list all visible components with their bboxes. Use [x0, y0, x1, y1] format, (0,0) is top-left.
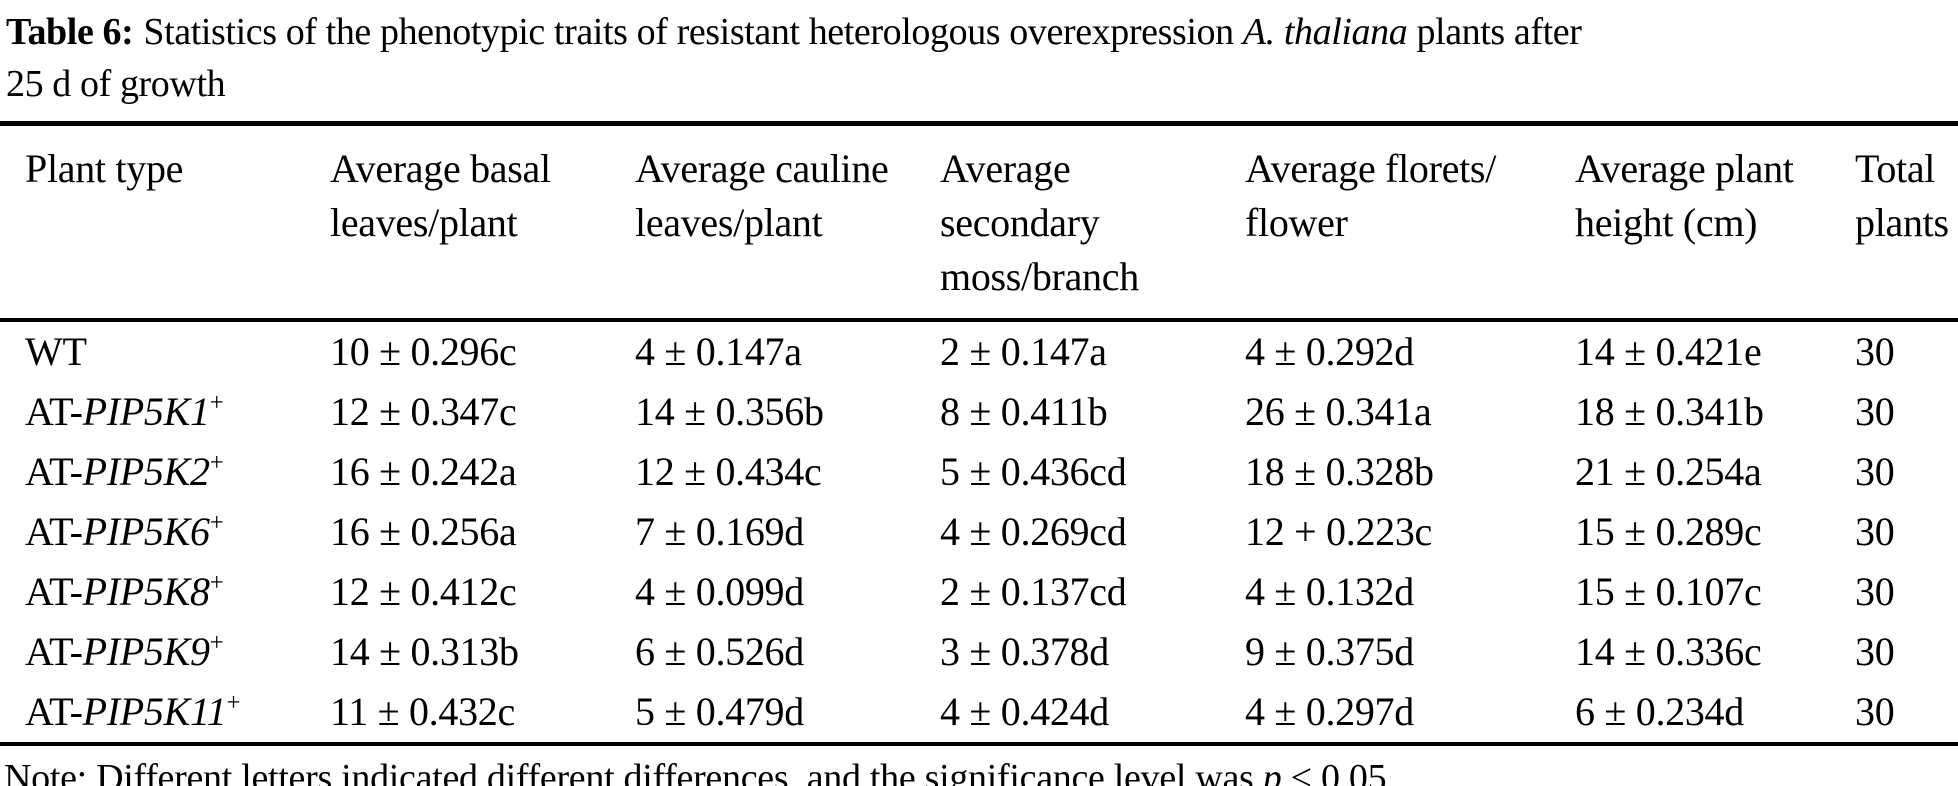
- column-header-florets: Average florets/ flower: [1220, 120, 1550, 322]
- cell-plant-height: 15 ± 0.289c: [1575, 509, 1762, 555]
- column-header-cauline-leaves: Average cauline leaves/plant: [610, 120, 915, 322]
- plant-gene: PIP5K11: [82, 689, 227, 735]
- plant-superscript: +: [209, 570, 224, 598]
- plant-gene: PIP5K6: [82, 509, 210, 555]
- cell-cauline-leaves: 6 ± 0.526d: [635, 629, 804, 675]
- table-row: AT-PIP5K8+ 12 ± 0.412c 4 ± 0.099d 2 ± 0.…: [0, 562, 1958, 622]
- cell-basal-leaves: 12 ± 0.412c: [330, 569, 517, 615]
- plant-superscript: +: [226, 690, 241, 718]
- table-row: AT-PIP5K9+ 14 ± 0.313b 6 ± 0.526d 3 ± 0.…: [0, 622, 1958, 682]
- cell-total-plants: 30: [1855, 569, 1895, 615]
- cell-plant-type: AT-PIP5K2+: [0, 442, 305, 502]
- cell-secondary-moss: 4 ± 0.424d: [915, 681, 1220, 746]
- cell-cauline-leaves: 7 ± 0.169d: [635, 509, 804, 555]
- cell-plant-height: 14 ± 0.336c: [1575, 629, 1762, 675]
- caption-text-1: Statistics of the phenotypic traits of r…: [143, 11, 1243, 53]
- cell-florets: 4 ± 0.297d: [1220, 681, 1550, 746]
- cell-plant-type: WT: [0, 320, 305, 382]
- cell-florets: 18 ± 0.328b: [1245, 449, 1434, 495]
- table-footnote: Note: Different letters indicated differ…: [0, 746, 1958, 786]
- cell-plant-height: 21 ± 0.254a: [1575, 449, 1762, 495]
- table-caption: Table 6: Statistics of the phenotypic tra…: [0, 0, 1958, 111]
- plant-superscript: +: [209, 510, 224, 538]
- column-header-plant-type: Plant type: [0, 120, 305, 322]
- cell-total-plants: 30: [1855, 389, 1895, 435]
- plant-prefix: WT: [25, 329, 87, 375]
- plant-prefix: AT-: [25, 449, 83, 495]
- cell-secondary-moss: 4 ± 0.269cd: [940, 509, 1127, 555]
- cell-plant-type: AT-PIP5K1+: [0, 382, 305, 442]
- cell-basal-leaves: 11 ± 0.432c: [305, 681, 610, 746]
- caption-species: A. thaliana: [1242, 11, 1408, 53]
- cell-cauline-leaves: 12 ± 0.434c: [635, 449, 822, 495]
- cell-total-plants: 30: [1855, 329, 1895, 375]
- plant-prefix: AT-: [25, 569, 83, 615]
- header-row: Plant type Average basal leaves/plant Av…: [0, 120, 1958, 322]
- cell-total-plants: 30: [1855, 629, 1895, 675]
- plant-superscript: +: [209, 450, 224, 478]
- cell-plant-height: 6 ± 0.234d: [1550, 681, 1830, 746]
- column-header-secondary-moss: Average secondary moss/branch: [915, 120, 1220, 322]
- cell-cauline-leaves: 4 ± 0.147a: [635, 329, 802, 375]
- caption-text-2: plants after 25 d of growth: [6, 11, 1582, 106]
- cell-plant-type: AT-PIP5K9+: [0, 622, 305, 682]
- plant-prefix: AT-: [25, 689, 83, 735]
- cell-plant-type: AT-PIP5K11+: [0, 681, 305, 746]
- table-row: WT 10 ± 0.296c 4 ± 0.147a 2 ± 0.147a 4 ±…: [0, 320, 1958, 382]
- cell-florets: 4 ± 0.292d: [1245, 329, 1414, 375]
- cell-basal-leaves: 12 ± 0.347c: [330, 389, 517, 435]
- footnote-text-1: Note: Different letters indicated differ…: [4, 756, 1263, 786]
- plant-superscript: +: [209, 390, 224, 418]
- cell-total-plants: 30: [1855, 449, 1895, 495]
- footnote-text-2: < 0.05.: [1281, 756, 1396, 786]
- cell-total-plants: 30: [1830, 681, 1958, 746]
- cell-basal-leaves: 16 ± 0.242a: [330, 449, 517, 495]
- cell-plant-type: AT-PIP5K6+: [0, 502, 305, 562]
- cell-cauline-leaves: 4 ± 0.099d: [635, 569, 804, 615]
- column-header-basal-leaves: Average basal leaves/plant: [305, 120, 610, 322]
- cell-plant-height: 15 ± 0.107c: [1575, 569, 1762, 615]
- cell-florets: 26 ± 0.341a: [1245, 389, 1432, 435]
- cell-basal-leaves: 16 ± 0.256a: [330, 509, 517, 555]
- plant-gene: PIP5K1: [82, 389, 210, 435]
- plant-prefix: AT-: [25, 509, 83, 555]
- phenotypic-traits-table: Plant type Average basal leaves/plant Av…: [0, 120, 1958, 746]
- cell-plant-height: 14 ± 0.421e: [1575, 329, 1762, 375]
- caption-label: Table 6:: [6, 11, 134, 53]
- plant-gene: PIP5K2: [82, 449, 210, 495]
- cell-secondary-moss: 2 ± 0.147a: [940, 329, 1107, 375]
- table-row: AT-PIP5K11+ 11 ± 0.432c 5 ± 0.479d 4 ± 0…: [0, 681, 1958, 746]
- cell-cauline-leaves: 5 ± 0.479d: [610, 681, 915, 746]
- table-row: AT-PIP5K1+ 12 ± 0.347c 14 ± 0.356b 8 ± 0…: [0, 382, 1958, 442]
- cell-basal-leaves: 14 ± 0.313b: [330, 629, 519, 675]
- plant-prefix: AT-: [25, 629, 83, 675]
- cell-florets: 12 + 0.223c: [1245, 509, 1433, 555]
- table-row: AT-PIP5K2+ 16 ± 0.242a 12 ± 0.434c 5 ± 0…: [0, 442, 1958, 502]
- cell-florets: 4 ± 0.132d: [1245, 569, 1414, 615]
- cell-plant-type: AT-PIP5K8+: [0, 562, 305, 622]
- table-row: AT-PIP5K6+ 16 ± 0.256a 7 ± 0.169d 4 ± 0.…: [0, 502, 1958, 562]
- plant-superscript: +: [209, 630, 224, 658]
- cell-cauline-leaves: 14 ± 0.356b: [635, 389, 824, 435]
- plant-prefix: AT-: [25, 389, 83, 435]
- cell-secondary-moss: 2 ± 0.137cd: [940, 569, 1127, 615]
- column-header-total-plants: Total plants: [1830, 120, 1958, 322]
- cell-florets: 9 ± 0.375d: [1245, 629, 1414, 675]
- plant-gene: PIP5K9: [82, 629, 210, 675]
- plant-gene: PIP5K8: [82, 569, 210, 615]
- cell-basal-leaves: 10 ± 0.296c: [330, 329, 517, 375]
- cell-secondary-moss: 5 ± 0.436cd: [940, 449, 1127, 495]
- column-header-plant-height: Average plant height (cm): [1550, 120, 1830, 322]
- cell-total-plants: 30: [1855, 509, 1895, 555]
- footnote-p-symbol: p: [1262, 756, 1282, 786]
- cell-secondary-moss: 3 ± 0.378d: [940, 629, 1109, 675]
- cell-secondary-moss: 8 ± 0.411b: [940, 389, 1108, 435]
- cell-plant-height: 18 ± 0.341b: [1575, 389, 1764, 435]
